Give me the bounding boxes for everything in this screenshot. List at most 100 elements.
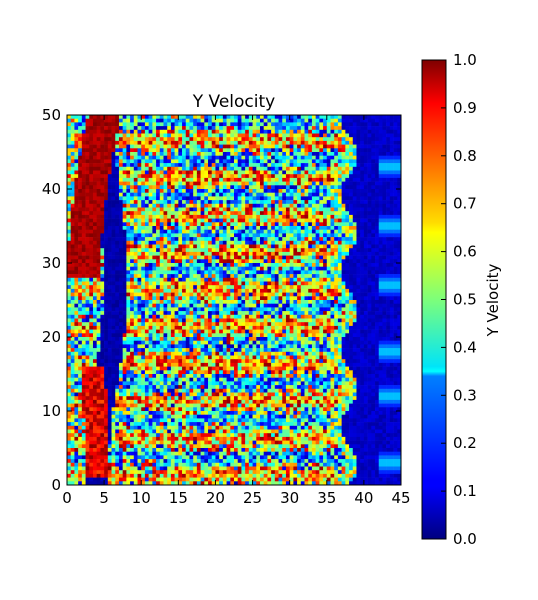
heatmap-cell (389, 214, 394, 219)
heatmap-cell (297, 263, 302, 267)
heatmap-cell (278, 274, 283, 279)
heatmap-cell (271, 255, 276, 260)
heatmap-cell (159, 285, 164, 290)
heatmap-cell (67, 314, 72, 319)
heatmap-cell (315, 214, 320, 219)
heatmap-cell (226, 240, 231, 245)
heatmap-cell (323, 240, 328, 245)
heatmap-cell (267, 174, 272, 179)
heatmap-cell (215, 211, 220, 216)
heatmap-cell (245, 314, 250, 319)
heatmap-cell (345, 251, 350, 256)
heatmap-cell (241, 314, 246, 319)
heatmap-cell (152, 122, 157, 127)
heatmap-cell (67, 303, 72, 308)
heatmap-cell (178, 237, 183, 242)
heatmap-cell (204, 200, 209, 205)
heatmap-cell (371, 288, 376, 293)
heatmap-cell (144, 152, 149, 156)
heatmap-cell (148, 263, 153, 267)
heatmap-cell (397, 222, 401, 227)
heatmap-cell (100, 163, 105, 168)
heatmap-cell (92, 196, 97, 201)
heatmap-cell (156, 248, 161, 253)
heatmap-cell (148, 122, 153, 127)
heatmap-cell (200, 240, 205, 245)
heatmap-cell (152, 159, 157, 164)
heatmap-cell (107, 240, 112, 245)
heatmap-cell (174, 277, 179, 282)
heatmap-cell (300, 314, 305, 319)
heatmap-cell (245, 263, 250, 267)
heatmap-cell (248, 126, 253, 131)
heatmap-cell (74, 144, 79, 149)
heatmap-cell (163, 140, 168, 145)
heatmap-cell (256, 277, 261, 282)
heatmap-cell (148, 311, 153, 316)
heatmap-cell (382, 222, 387, 227)
heatmap-cell (163, 318, 168, 323)
heatmap-cell (308, 281, 313, 286)
heatmap-cell (178, 148, 183, 153)
heatmap-cell (289, 137, 294, 142)
heatmap-cell (222, 266, 227, 271)
heatmap-cell (234, 300, 239, 304)
heatmap-cell (293, 166, 298, 171)
heatmap-cell (341, 281, 346, 286)
heatmap-cell (245, 137, 250, 142)
heatmap-cell (252, 196, 257, 201)
heatmap-cell (352, 251, 357, 256)
heatmap-cell (397, 163, 401, 168)
heatmap-cell (356, 170, 361, 175)
heatmap-cell (144, 296, 149, 301)
heatmap-cell (267, 237, 272, 242)
heatmap-cell (293, 292, 298, 297)
heatmap-cell (278, 296, 283, 301)
heatmap-cell (130, 237, 135, 242)
heatmap-cell (211, 148, 216, 153)
heatmap-cell (70, 163, 75, 168)
heatmap-cell (285, 226, 290, 230)
heatmap-cell (389, 244, 394, 249)
heatmap-cell (78, 177, 83, 182)
heatmap-cell (111, 233, 116, 238)
heatmap-cell (222, 263, 227, 267)
heatmap-cell (397, 229, 401, 234)
heatmap-cell (393, 244, 398, 249)
heatmap-cell (185, 155, 190, 160)
heatmap-cell (189, 211, 194, 216)
heatmap-cell (141, 285, 146, 290)
heatmap-cell (167, 248, 172, 253)
heatmap-cell (92, 277, 97, 282)
heatmap-cell (89, 177, 94, 182)
heatmap-cell (352, 218, 357, 223)
heatmap-cell (67, 251, 72, 256)
heatmap-cell (208, 296, 213, 301)
heatmap-cell (137, 285, 142, 290)
heatmap-cell (174, 263, 179, 267)
heatmap-cell (144, 255, 149, 260)
heatmap-cell (137, 244, 142, 249)
heatmap-cell (92, 244, 97, 249)
heatmap-cell (308, 285, 313, 290)
heatmap-cell (345, 222, 350, 227)
heatmap-cell (159, 133, 164, 138)
heatmap-cell (118, 163, 123, 168)
heatmap-cell (152, 170, 157, 175)
heatmap-cell (137, 163, 142, 168)
heatmap-cell (226, 126, 231, 131)
heatmap-cell (393, 192, 398, 197)
heatmap-cell (159, 255, 164, 260)
heatmap-cell (289, 281, 294, 286)
heatmap-cell (259, 255, 264, 260)
heatmap-cell (282, 200, 287, 205)
heatmap-cell (126, 222, 131, 227)
heatmap-cell (311, 229, 316, 234)
heatmap-cell (104, 174, 109, 179)
heatmap-cell (81, 159, 86, 164)
heatmap-cell (226, 214, 231, 219)
heatmap-cell (193, 189, 198, 193)
heatmap-cell (300, 203, 305, 208)
heatmap-cell (156, 122, 161, 127)
heatmap-cell (122, 118, 127, 123)
